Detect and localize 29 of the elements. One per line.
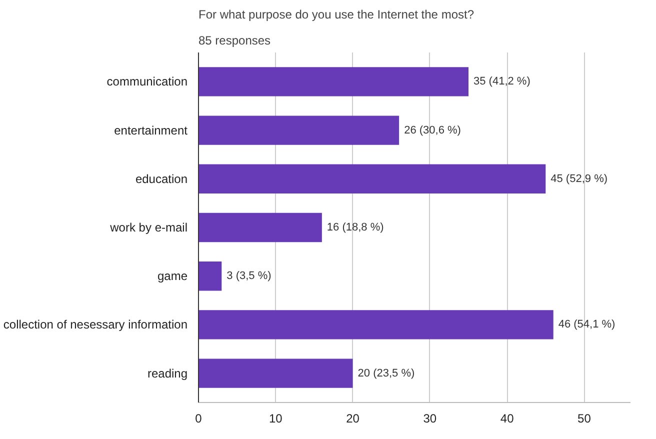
y-tick-label: entertainment xyxy=(114,123,188,138)
y-tick-label: collection of nesessary information xyxy=(3,318,188,332)
y-tick-label: reading xyxy=(147,366,188,380)
x-tick-label: 20 xyxy=(346,412,360,426)
x-tick-label: 0 xyxy=(195,412,202,426)
x-tick-label: 30 xyxy=(423,412,437,426)
data-label: 16 (18,8 %) xyxy=(326,222,384,234)
chart-title: For what purpose do you use the Internet the most? xyxy=(198,8,474,22)
y-tick-label: game xyxy=(157,269,188,284)
data-label: 20 (23,5 %) xyxy=(358,367,415,380)
x-tick-label: 40 xyxy=(500,412,514,426)
x-tick-label: 50 xyxy=(578,412,592,426)
y-tick-label: education xyxy=(135,172,188,186)
data-label: 26 (30,6 %) xyxy=(404,124,461,136)
chart-subtitle: 85 responses xyxy=(198,34,271,48)
bar xyxy=(198,116,400,145)
y-tick-label: work by e-mail xyxy=(109,220,188,234)
y-tick-label: communication xyxy=(106,74,188,89)
data-label: 35 (41,2 %) xyxy=(474,76,530,88)
bar xyxy=(198,67,468,96)
data-label: 45 (52,9 %) xyxy=(550,172,608,185)
data-label: 3 (3,5 %) xyxy=(226,270,272,282)
x-tick-label: 10 xyxy=(268,412,283,426)
bar xyxy=(198,358,353,388)
bar xyxy=(198,310,554,340)
bar xyxy=(198,212,322,242)
bar xyxy=(198,262,222,291)
bar xyxy=(198,164,546,194)
data-label: 46 (54,1 %) xyxy=(558,318,616,331)
